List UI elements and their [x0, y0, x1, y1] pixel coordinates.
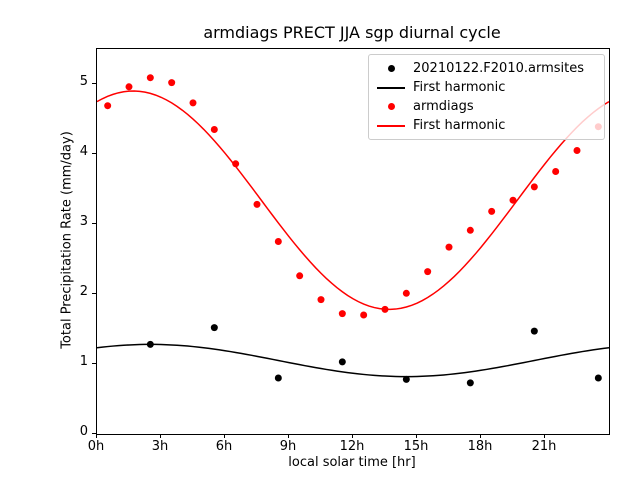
scatter-point [232, 160, 240, 168]
legend-label: armdiags [413, 99, 474, 114]
x-tick-label: 15h [403, 439, 429, 454]
y-tick [92, 82, 96, 84]
scatter-point [402, 289, 410, 297]
x-tick-label: 6h [215, 439, 233, 454]
x-axis-label: local solar time [hr] [288, 455, 416, 470]
chart-title: armdiags PRECT JJA sgp diurnal cycle [203, 23, 501, 42]
x-tick [415, 434, 417, 438]
y-tick [92, 222, 96, 224]
scatter-point [445, 243, 453, 251]
y-tick-label: 0 [79, 424, 88, 439]
x-tick-label: 3h [151, 439, 169, 454]
scatter-point [488, 207, 496, 215]
y-tick-label: 1 [79, 354, 88, 369]
x-tick-label: 0h [87, 439, 105, 454]
x-tick [159, 434, 161, 438]
legend-row: armdiags [369, 97, 604, 116]
y-tick-label: 2 [79, 284, 88, 299]
legend-row: First harmonic [369, 116, 604, 135]
x-tick-label: 18h [467, 439, 493, 454]
scatter-point [168, 79, 176, 87]
y-tick-label: 3 [79, 214, 88, 229]
y-axis-label: Total Precipitation Rate (mm/day) [59, 131, 75, 349]
y-tick [92, 432, 96, 434]
x-tick-label: 9h [279, 439, 297, 454]
scatter-point [104, 102, 112, 110]
scatter-point [338, 310, 346, 318]
legend-line-marker [369, 86, 413, 89]
y-tick [92, 152, 96, 154]
scatter-point [125, 83, 133, 91]
scatter-point [509, 196, 517, 204]
x-tick-label: 21h [531, 439, 557, 454]
scatter-point [466, 379, 474, 387]
chart-svg [97, 74, 609, 387]
x-tick [95, 434, 97, 438]
scatter-point [253, 200, 261, 208]
legend-row: First harmonic [369, 78, 604, 97]
y-tick-label: 5 [79, 74, 88, 89]
scatter-point [402, 375, 410, 383]
scatter-point [274, 374, 282, 382]
y-tick-label: 4 [79, 144, 88, 159]
harmonic-line-red [97, 90, 609, 311]
legend-label: 20210122.F2010.armsites [413, 61, 584, 76]
legend: 20210122.F2010.armsites First harmonic arm… [368, 54, 605, 140]
x-tick [351, 434, 353, 438]
y-tick [92, 292, 96, 294]
legend-dot-marker [369, 65, 413, 72]
y-tick [92, 362, 96, 364]
scatter-point [530, 327, 538, 335]
legend-line-marker [369, 124, 413, 127]
scatter-point [189, 99, 197, 107]
legend-label: First harmonic [413, 80, 506, 95]
scatter-point [594, 374, 602, 382]
x-tick [479, 434, 481, 438]
scatter-point [146, 74, 154, 82]
dot-icon [387, 103, 395, 110]
scatter-point [552, 168, 560, 175]
dot-icon [387, 65, 395, 72]
scatter-point [360, 311, 368, 319]
line-icon [377, 124, 405, 127]
scatter-point [274, 238, 282, 245]
scatter-point [424, 268, 432, 276]
scatter-point [317, 296, 325, 304]
scatter-point [338, 358, 346, 366]
line-icon [377, 86, 405, 89]
scatter-point [466, 226, 474, 234]
plot-area [96, 48, 610, 435]
scatter-point [573, 147, 581, 154]
scatter-point [210, 324, 218, 332]
legend-row: 20210122.F2010.armsites [369, 59, 604, 78]
x-tick [287, 434, 289, 438]
legend-dot-marker [369, 103, 413, 110]
scatter-point [210, 126, 218, 133]
scatter-point [296, 272, 304, 280]
x-tick [543, 434, 545, 438]
x-tick-label: 12h [339, 439, 365, 454]
x-tick [223, 434, 225, 438]
legend-label: First harmonic [413, 118, 506, 133]
harmonic-line-black [97, 343, 609, 378]
scatter-point [530, 183, 538, 191]
